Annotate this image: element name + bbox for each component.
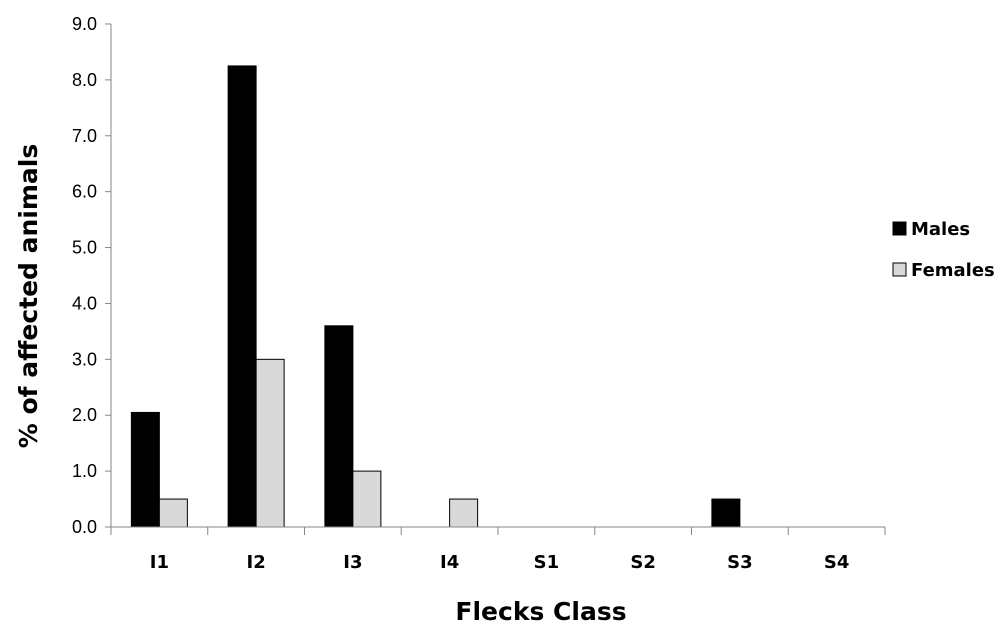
y-tick-label: 7.0 xyxy=(72,126,97,146)
legend-label-females: Females xyxy=(911,260,995,281)
y-tick-label: 2.0 xyxy=(72,405,97,425)
x-tick-label: S4 xyxy=(824,552,850,573)
y-tick-label: 6.0 xyxy=(72,182,97,202)
y-tick-label: 0.0 xyxy=(72,517,97,537)
x-tick-label: I4 xyxy=(440,552,459,573)
legend: Males Females xyxy=(892,219,995,281)
legend-swatch-males xyxy=(892,221,907,236)
bar-males-s3 xyxy=(711,498,741,528)
axes-group: 0.0 1.0 2.0 3.0 4.0 5.0 6.0 7.0 8.0 9.0 I1 I2 I3 I4 S1… xyxy=(72,14,886,573)
x-tick-label: I2 xyxy=(247,552,266,573)
bar-males-i1 xyxy=(130,411,160,528)
x-axis-title: Flecks Class xyxy=(455,597,626,626)
bars-group xyxy=(130,65,741,528)
x-tick-label: I1 xyxy=(150,552,169,573)
y-tick-label: 3.0 xyxy=(72,349,97,369)
bar-females-i2 xyxy=(255,358,285,528)
legend-swatch-females xyxy=(892,262,907,277)
x-tick-label: I3 xyxy=(343,552,362,573)
bar-females-i4 xyxy=(449,498,479,528)
bar-males-i3 xyxy=(324,325,354,528)
y-tick-label: 4.0 xyxy=(72,293,97,313)
x-tick-label: S3 xyxy=(727,552,753,573)
y-tick-label: 1.0 xyxy=(72,461,97,481)
y-tick-label: 9.0 xyxy=(72,14,97,34)
bar-females-i3 xyxy=(352,470,382,528)
x-tick-label: S2 xyxy=(630,552,656,573)
y-axis-title: % of affected animals xyxy=(14,144,43,449)
x-tick-label: S1 xyxy=(534,552,560,573)
y-tick-label: 5.0 xyxy=(72,238,97,258)
legend-label-males: Males xyxy=(911,219,970,240)
bar-males-i2 xyxy=(227,65,257,528)
bar-females-i1 xyxy=(158,498,188,528)
y-tick-label: 8.0 xyxy=(72,70,97,90)
